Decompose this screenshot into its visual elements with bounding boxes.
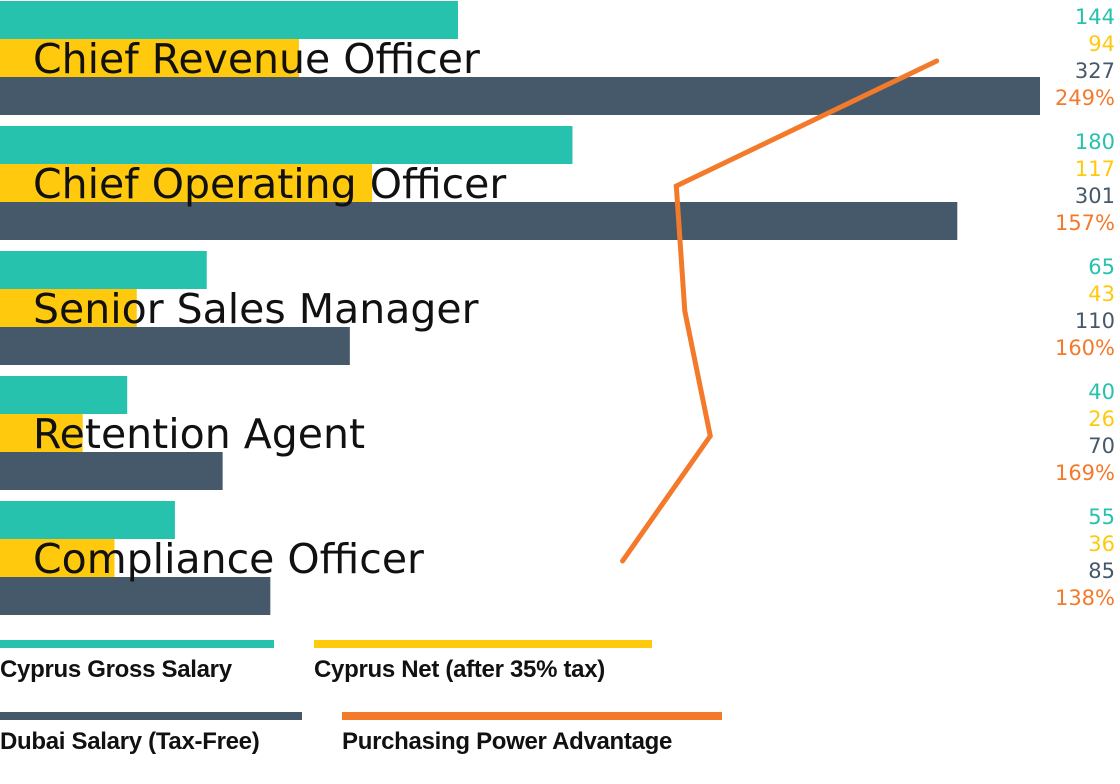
value-label-purchasing-power-advantage-senior-sales-manager: 160% [1055,336,1115,360]
value-label-cyprus-gross-salary-retention-agent: 40 [1088,380,1115,404]
bar-cyprus-net-after-35-tax-senior-sales-manager [0,289,137,327]
legend-item-dubai-salary: Dubai Salary (Tax-Free) [0,712,302,756]
line-purchasing-power-advantage [620,58,940,564]
legend-label-dubai-salary: Dubai Salary (Tax-Free) [0,728,260,755]
legend-label-cyprus-gross: Cyprus Gross Salary [0,656,232,683]
bar-cyprus-gross-salary-retention-agent [0,376,128,414]
bar-dubai-salary-tax-free-retention-agent [0,452,223,490]
value-label-cyprus-gross-salary-compliance-officer: 55 [1088,505,1115,529]
bar-cyprus-net-after-35-tax-retention-agent [0,414,83,452]
bar-cyprus-gross-salary-senior-sales-manager [0,251,207,289]
value-label-cyprus-gross-salary-senior-sales-manager: 65 [1088,255,1115,279]
category-label-compliance-officer: Compliance Officer [33,535,424,583]
value-label-cyprus-gross-salary-chief-operating-officer: 180 [1075,130,1115,154]
bar-cyprus-gross-salary-chief-revenue-officer [0,1,458,39]
value-label-dubai-salary-tax-free-chief-operating-officer: 301 [1075,184,1115,208]
legend-swatch-cyprus-gross [0,640,274,648]
category-label-chief-operating-officer: Chief Operating Officer [33,160,506,208]
value-label-dubai-salary-tax-free-senior-sales-manager: 110 [1075,309,1115,333]
value-label-purchasing-power-advantage-compliance-officer: 138% [1055,586,1115,610]
legend-item-cyprus-gross: Cyprus Gross Salary [0,640,274,684]
bar-dubai-salary-tax-free-compliance-officer [0,577,271,615]
chart: Chief Revenue Officer 144 94 327 249% Chief O… [0,1,1115,615]
legend-label-purchasing-power: Purchasing Power Advantage [342,728,673,755]
value-label-cyprus-net-after-35-tax-retention-agent: 26 [1088,407,1115,431]
category-label-chief-revenue-officer: Chief Revenue Officer [33,35,480,83]
value-label-cyprus-gross-salary-chief-revenue-officer: 144 [1075,5,1115,29]
legend-swatch-dubai-salary [0,712,302,720]
legend-swatch-cyprus-net [314,640,652,648]
legend-label-cyprus-net: Cyprus Net (after 35% tax) [314,656,605,683]
bar-dubai-salary-tax-free-chief-operating-officer [0,202,958,240]
value-label-purchasing-power-advantage-chief-revenue-officer: 249% [1055,86,1115,110]
value-label-purchasing-power-advantage-chief-operating-officer: 157% [1055,211,1115,235]
value-label-dubai-salary-tax-free-retention-agent: 70 [1088,434,1115,458]
bar-cyprus-gross-salary-chief-operating-officer [0,126,573,164]
bar-cyprus-net-after-35-tax-chief-revenue-officer [0,39,299,77]
category-label-retention-agent: Retention Agent [33,410,365,458]
bar-cyprus-gross-salary-compliance-officer [0,501,175,539]
value-label-cyprus-net-after-35-tax-chief-operating-officer: 117 [1075,157,1115,181]
bar-cyprus-net-after-35-tax-compliance-officer [0,539,115,577]
value-label-purchasing-power-advantage-retention-agent: 169% [1055,461,1115,485]
bar-cyprus-net-after-35-tax-chief-operating-officer [0,164,373,202]
category-label-senior-sales-manager: Senior Sales Manager [33,285,479,333]
value-label-dubai-salary-tax-free-chief-revenue-officer: 327 [1075,59,1115,83]
legend-swatch-purchasing-power [342,712,722,720]
value-label-cyprus-net-after-35-tax-chief-revenue-officer: 94 [1088,32,1115,56]
bar-dubai-salary-tax-free-senior-sales-manager [0,327,350,365]
value-label-cyprus-net-after-35-tax-senior-sales-manager: 43 [1088,282,1115,306]
legend-item-purchasing-power: Purchasing Power Advantage [342,712,722,756]
legend-item-cyprus-net: Cyprus Net (after 35% tax) [314,640,652,684]
value-label-cyprus-net-after-35-tax-compliance-officer: 36 [1088,532,1115,556]
value-label-dubai-salary-tax-free-compliance-officer: 85 [1088,559,1115,583]
